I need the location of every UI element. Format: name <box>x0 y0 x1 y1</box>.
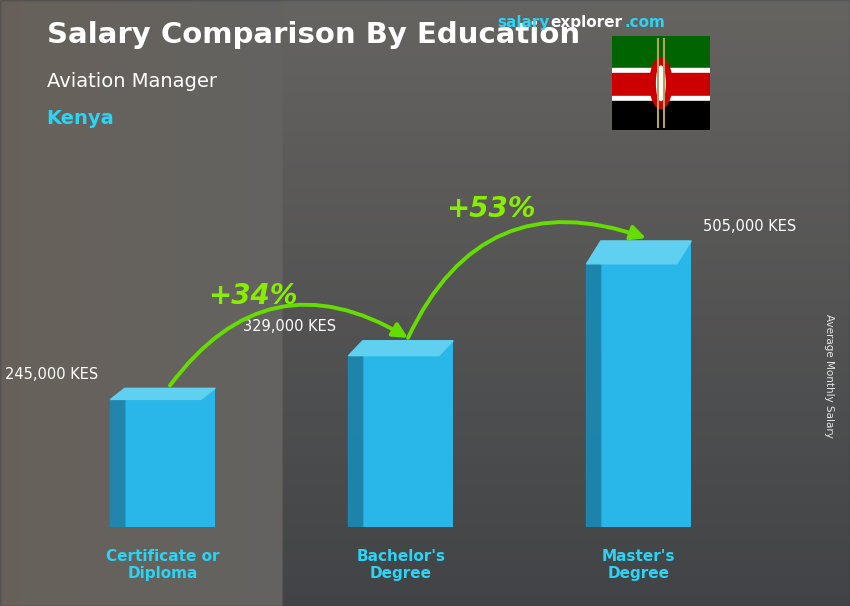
Text: Certificate or
Diploma: Certificate or Diploma <box>106 549 219 581</box>
Text: +34%: +34% <box>208 282 298 310</box>
Polygon shape <box>110 388 215 399</box>
FancyArrowPatch shape <box>408 222 642 338</box>
FancyArrowPatch shape <box>170 305 405 385</box>
Text: 329,000 KES: 329,000 KES <box>243 319 337 334</box>
Bar <box>612 36 710 68</box>
Text: Salary Comparison By Education: Salary Comparison By Education <box>47 21 580 49</box>
Text: Average Monthly Salary: Average Monthly Salary <box>824 314 834 438</box>
Text: 505,000 KES: 505,000 KES <box>703 219 796 234</box>
Text: salary: salary <box>497 15 550 30</box>
Text: .com: .com <box>625 15 666 30</box>
Bar <box>612 73 710 96</box>
Polygon shape <box>110 394 125 527</box>
Text: Master's
Degree: Master's Degree <box>602 549 676 581</box>
Text: Bachelor's
Degree: Bachelor's Degree <box>356 549 445 581</box>
Ellipse shape <box>650 58 672 108</box>
Text: 245,000 KES: 245,000 KES <box>5 367 99 382</box>
Bar <box>612 96 710 101</box>
Polygon shape <box>586 252 601 527</box>
Text: Kenya: Kenya <box>47 109 115 128</box>
Ellipse shape <box>656 66 666 101</box>
Text: Aviation Manager: Aviation Manager <box>47 72 217 90</box>
Text: +53%: +53% <box>446 195 536 222</box>
Bar <box>612 101 710 130</box>
Bar <box>601 241 691 527</box>
Polygon shape <box>586 241 691 264</box>
Polygon shape <box>348 341 453 356</box>
Bar <box>363 341 453 527</box>
Bar <box>125 388 215 527</box>
Polygon shape <box>348 348 363 527</box>
Text: explorer: explorer <box>551 15 623 30</box>
Bar <box>612 68 710 73</box>
